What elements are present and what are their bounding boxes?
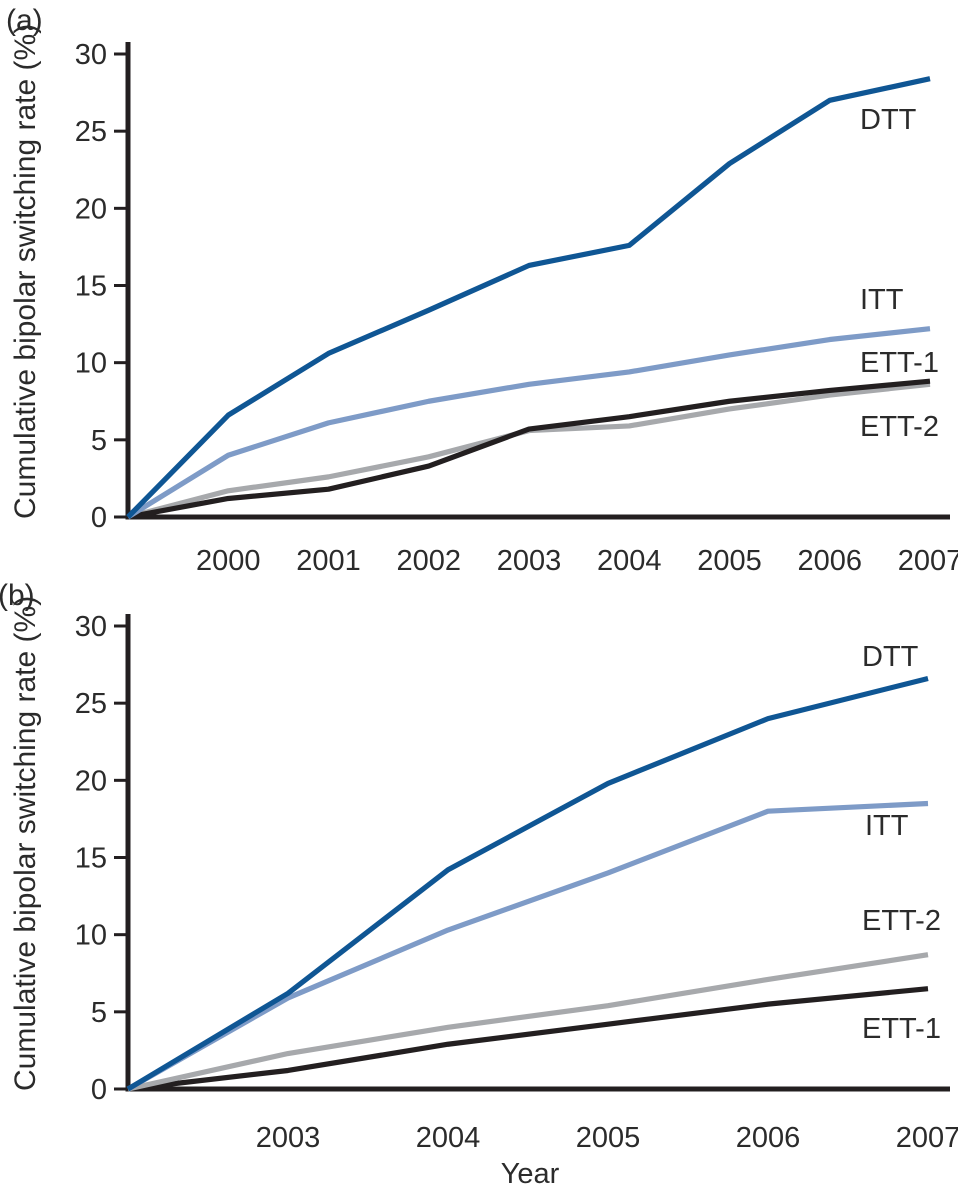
y-axis-title-a: Cumulative bipolar switching rate (%): [9, 23, 42, 519]
y-tick-label-b-20: 20: [75, 765, 107, 797]
series-line-ett-2-b: [127, 952, 929, 1092]
x-tick-label-b-2003: 2003: [256, 1122, 321, 1154]
series-label-itt-b: ITT: [865, 810, 909, 842]
series-line-dtt-a: [126, 76, 931, 519]
x-tick-label-a-2005: 2005: [697, 545, 762, 577]
series-label-ett1-b: ETT-1: [862, 1013, 941, 1045]
x-tick-label-a-2003: 2003: [497, 545, 562, 577]
x-axis-title: Year: [500, 1158, 560, 1189]
series-line-itt-b: [126, 800, 929, 1092]
y-tick-label-a-15: 15: [75, 271, 107, 303]
series-label-ett2-b: ETT-2: [862, 905, 941, 937]
x-tick-label-a-2006: 2006: [797, 545, 862, 577]
y-axis-title-b: Cumulative bipolar switching rate (%): [9, 595, 42, 1091]
x-tick-label-b-2004: 2004: [416, 1122, 481, 1154]
series-line-ett-1-a: [127, 378, 931, 520]
y-tick-label-a-25: 25: [75, 116, 107, 148]
series-line-dtt-b: [126, 675, 929, 1092]
x-tick-label-a-2000: 2000: [196, 545, 261, 577]
y-tick-label-a-20: 20: [75, 193, 107, 225]
panel-b-label: (b): [0, 579, 35, 612]
x-tick-label-b-2006: 2006: [736, 1122, 801, 1154]
x-tick-label-a-2001: 2001: [296, 545, 361, 577]
x-tick-label-a-2004: 2004: [597, 545, 662, 577]
y-tick-label-a-10: 10: [75, 348, 107, 380]
series-label-dtt-b: DTT: [862, 641, 919, 673]
x-tick-label-a-2007: 2007: [898, 545, 958, 577]
x-tick-label-b-2005: 2005: [576, 1122, 641, 1154]
y-tick-label-a-0: 0: [91, 502, 107, 534]
y-tick-label-b-5: 5: [91, 997, 107, 1029]
series-label-ett2-a: ETT-2: [860, 411, 939, 443]
y-tick-label-b-30: 30: [75, 611, 107, 643]
x-tick-label-a-2002: 2002: [396, 545, 461, 577]
x-tick-label-b-2007: 2007: [896, 1122, 958, 1154]
series-label-dtt-a: DTT: [860, 104, 917, 136]
y-tick-label-a-30: 30: [75, 39, 107, 71]
panel-a-label: (a): [6, 4, 43, 37]
y-tick-label-a-5: 5: [91, 425, 107, 457]
series-line-itt-a: [126, 326, 931, 520]
series-label-ett1-a: ETT-1: [860, 347, 939, 379]
y-tick-label-b-10: 10: [75, 920, 107, 952]
y-tick-label-b-25: 25: [75, 688, 107, 720]
series-line-ett-1-b: [127, 986, 929, 1092]
series-label-itt-a: ITT: [860, 284, 904, 316]
y-tick-label-b-15: 15: [75, 843, 107, 875]
y-tick-label-b-0: 0: [91, 1074, 107, 1106]
